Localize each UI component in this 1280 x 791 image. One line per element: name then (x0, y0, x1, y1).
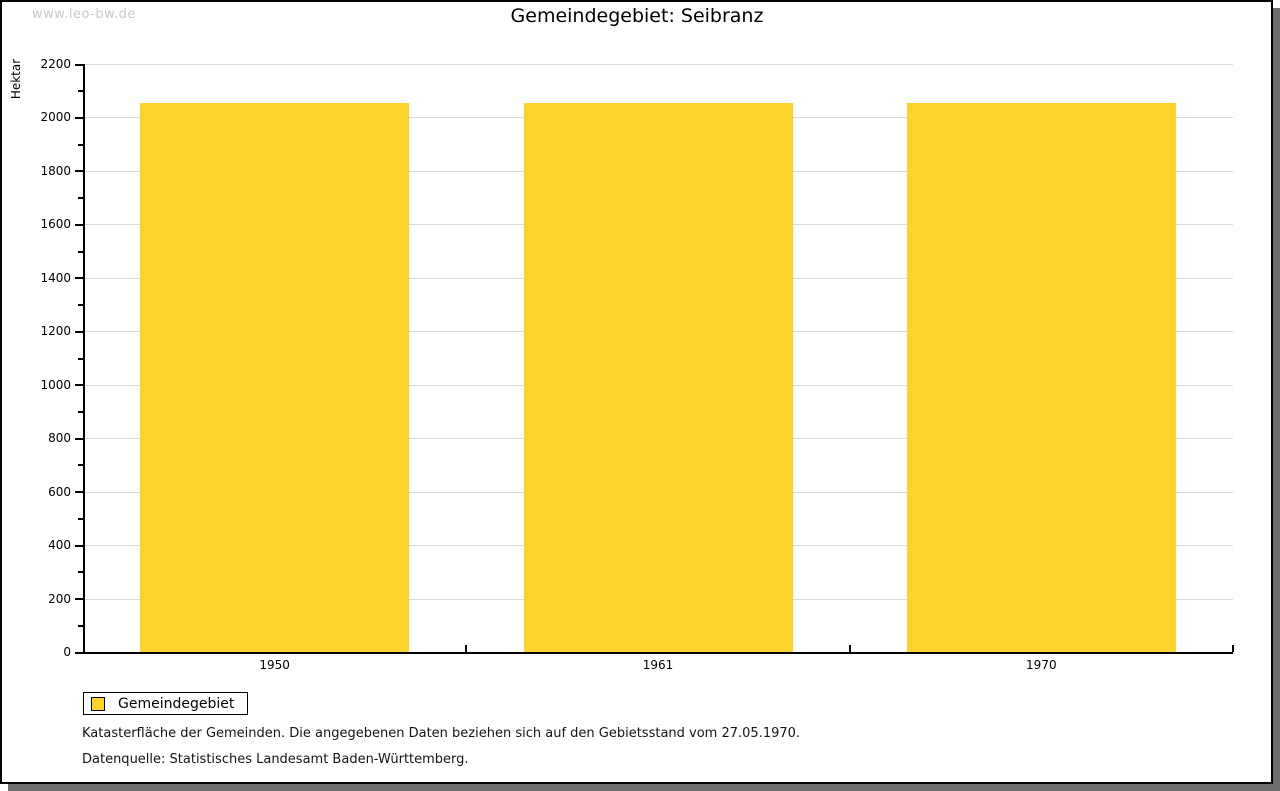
y-minor-tick-100 (78, 624, 83, 627)
y-tick-label-200: 200 (48, 591, 71, 606)
y-minor-tick-500 (78, 517, 83, 520)
y-tick-label-1800: 1800 (40, 163, 71, 178)
y-minor-tick-1100 (78, 357, 83, 360)
y-major-tick-0 (75, 651, 83, 654)
window-shadow-right (1273, 8, 1280, 791)
y-minor-tick-1900 (78, 143, 83, 146)
x-tick-label-1961: 1961 (642, 658, 674, 672)
y-tick-label-1000: 1000 (40, 377, 71, 392)
y-major-tick-2000 (75, 116, 83, 119)
y-major-tick-400 (75, 544, 83, 547)
x-tick-label-1950: 1950 (259, 658, 290, 672)
legend-label: Gemeindegebiet (118, 695, 235, 712)
y-major-tick-1000 (75, 384, 83, 387)
plot-area: 0 200 400 600 800 1000 1200 1400 1600 1800 2000 220… (2, 2, 1272, 782)
watermark-text: www.leo-bw.de (32, 7, 136, 22)
bar-1950 (140, 102, 410, 652)
bar-1970 (906, 102, 1176, 652)
y-tick-label-1600: 1600 (40, 217, 71, 232)
y-minor-tick-900 (78, 410, 83, 413)
y-tick-label-400: 400 (48, 538, 71, 553)
y-minor-tick-1500 (78, 250, 83, 253)
y-major-tick-1200 (75, 330, 83, 333)
y-major-tick-1400 (75, 277, 83, 280)
x-boundary-tick-3 (1232, 645, 1234, 652)
footnote-source-note: Katasterfläche der Gemeinden. Die angege… (82, 726, 801, 741)
gridline-2200 (85, 64, 1233, 65)
y-tick-label-0: 0 (63, 645, 71, 659)
y-major-tick-1600 (75, 223, 83, 226)
y-tick-label-800: 800 (48, 431, 71, 446)
chart-title: Gemeindegebiet: Seibranz (510, 5, 764, 27)
legend-swatch-gemeindegebiet (91, 696, 105, 711)
x-boundary-tick-2 (848, 645, 851, 652)
footnote-data-source: Datenquelle: Statistisches Landesamt Bad… (82, 752, 469, 767)
y-minor-tick-2100 (78, 90, 83, 93)
x-tick-label-1970: 1970 (1026, 658, 1057, 672)
y-tick-label-2200: 2200 (40, 57, 71, 71)
y-major-tick-200 (75, 598, 83, 601)
y-axis-line (83, 64, 85, 654)
y-tick-label-600: 600 (48, 484, 71, 499)
x-axis-line (83, 652, 1233, 654)
y-major-tick-600 (75, 491, 83, 494)
y-tick-label-1200: 1200 (40, 324, 71, 339)
y-major-tick-2200 (75, 63, 83, 66)
x-boundary-tick-1 (465, 645, 468, 652)
y-minor-tick-700 (78, 464, 83, 467)
legend-box: Gemeindegebiet (83, 692, 249, 715)
bar-1961 (523, 102, 793, 652)
y-tick-label-1400: 1400 (40, 270, 71, 285)
y-minor-tick-1700 (78, 197, 83, 200)
y-minor-tick-300 (78, 571, 83, 574)
y-major-tick-800 (75, 437, 83, 440)
window-shadow-bottom (8, 784, 1280, 791)
y-major-tick-1800 (75, 170, 83, 173)
y-tick-label-2000: 2000 (40, 110, 71, 125)
y-minor-tick-1300 (78, 304, 83, 307)
